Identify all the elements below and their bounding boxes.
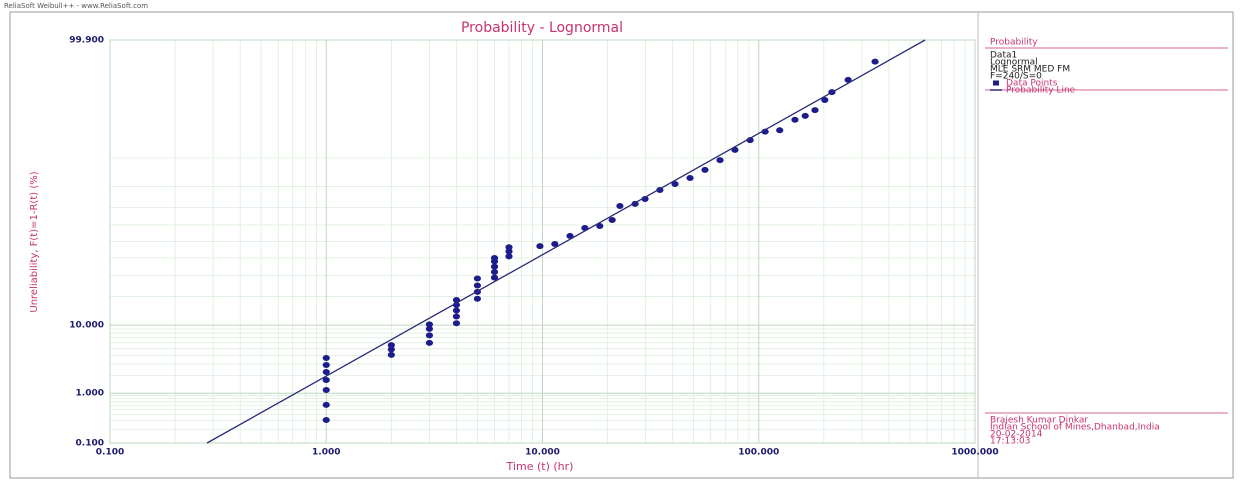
legend-text: MLE SRM MED FM xyxy=(990,65,1070,75)
data-point xyxy=(322,401,330,408)
data-point xyxy=(490,263,499,270)
legend-entry: Probability Line xyxy=(1006,86,1076,96)
data-point xyxy=(473,295,482,302)
chart-title: Probability - Lognormal xyxy=(461,20,623,36)
y-tick-label: 99.900 xyxy=(69,36,104,46)
data-point xyxy=(801,112,809,119)
data-point xyxy=(536,243,544,250)
y-axis-label: Unreliability, F(t)=1-R(t) (%) xyxy=(29,171,40,312)
data-point xyxy=(387,342,395,349)
data-point xyxy=(671,181,679,188)
x-tick-label: 1.000 xyxy=(312,448,340,458)
data-point xyxy=(596,222,604,229)
legend-text: F=240/S=0 xyxy=(990,72,1042,82)
header: ReliaSoft Weibull++ - www.ReliaSoft.com xyxy=(4,2,148,10)
legend-text: Data1 xyxy=(990,51,1017,61)
data-point xyxy=(505,248,513,255)
data-point xyxy=(425,332,434,339)
data-point xyxy=(686,174,694,181)
legend-title: Probability xyxy=(990,38,1038,48)
x-axis-label: Time (t) (hr) xyxy=(506,460,574,473)
footer-text: 17:13:03 xyxy=(990,437,1030,447)
legend-swatch xyxy=(993,80,999,86)
data-point xyxy=(505,244,513,251)
data-point xyxy=(425,325,434,332)
data-point xyxy=(387,351,395,358)
data-point xyxy=(641,195,649,202)
data-point xyxy=(701,166,709,173)
data-point xyxy=(490,274,499,281)
x-tick-label: 1000.000 xyxy=(951,448,998,458)
data-point xyxy=(473,275,482,282)
data-point xyxy=(490,255,499,262)
x-tick-label: 0.100 xyxy=(96,448,124,458)
legend-text: Lognormal xyxy=(990,58,1038,68)
data-point xyxy=(452,307,461,314)
data-point xyxy=(871,58,879,65)
data-point xyxy=(452,313,461,320)
data-point xyxy=(776,127,784,134)
data-point xyxy=(387,346,395,353)
data-point xyxy=(791,116,799,123)
data-point xyxy=(452,320,461,327)
y-tick-label: 1.000 xyxy=(76,389,104,399)
data-point xyxy=(490,268,499,275)
data-point xyxy=(322,354,330,361)
data-point xyxy=(473,282,482,289)
data-point xyxy=(322,362,330,369)
data-point xyxy=(322,386,330,393)
footer-text: 20-02-2014 xyxy=(990,430,1043,440)
data-point xyxy=(608,217,616,224)
data-point xyxy=(566,232,574,239)
data-point xyxy=(616,202,624,209)
y-tick-label: 0.100 xyxy=(76,439,104,449)
legend-entry: Data Points xyxy=(1006,79,1058,89)
data-point xyxy=(716,157,724,164)
probability-line xyxy=(206,39,926,444)
data-point xyxy=(811,107,819,114)
data-point xyxy=(322,416,330,423)
data-point xyxy=(844,76,852,83)
footer-text: Brajesh Kumar Dinkar xyxy=(990,416,1088,426)
data-point xyxy=(322,377,330,384)
data-point xyxy=(425,339,434,346)
data-point xyxy=(425,321,434,328)
data-point xyxy=(505,253,513,260)
data-point xyxy=(322,368,330,375)
data-point xyxy=(551,240,559,247)
data-point xyxy=(821,96,829,103)
y-tick-label: 10.000 xyxy=(69,321,104,331)
x-tick-label: 100.000 xyxy=(738,448,779,458)
footer-text: Indian School of Mines,Dhanbad,India xyxy=(990,423,1160,433)
x-tick-label: 10.000 xyxy=(525,448,560,458)
